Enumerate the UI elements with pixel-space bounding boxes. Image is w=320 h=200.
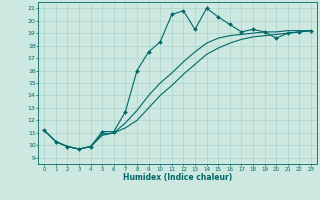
X-axis label: Humidex (Indice chaleur): Humidex (Indice chaleur) [123,173,232,182]
